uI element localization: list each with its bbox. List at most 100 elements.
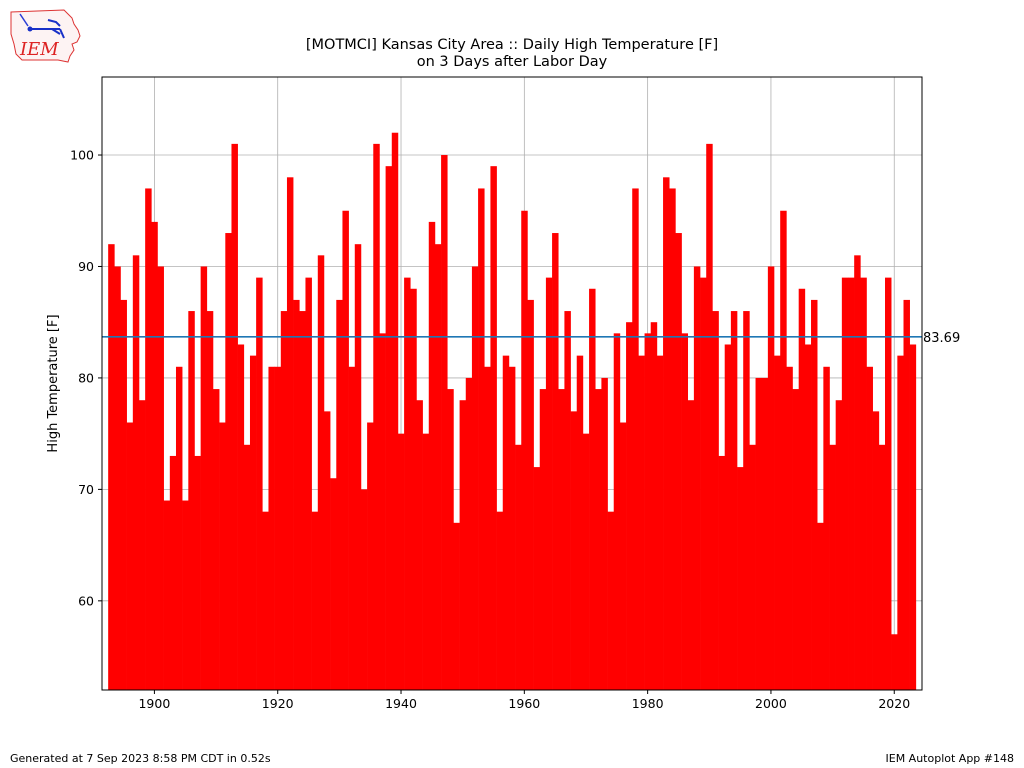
bar: [478, 188, 485, 691]
bar: [286, 177, 294, 691]
bar: [157, 266, 164, 690]
bar: [404, 277, 411, 690]
bar: [508, 366, 516, 690]
bar: [576, 355, 584, 690]
chart-title-line2: on 3 Days after Labor Day: [416, 54, 608, 70]
bar: [280, 311, 288, 690]
bar: [342, 210, 349, 690]
bar: [262, 511, 269, 690]
bar: [786, 366, 793, 690]
bar: [903, 299, 910, 690]
bar: [767, 266, 775, 690]
bar: [885, 277, 892, 690]
bar: [718, 455, 726, 690]
bar: [552, 233, 559, 690]
bar: [595, 389, 602, 690]
y-tick-label: 80: [78, 370, 94, 385]
bar: [126, 422, 134, 690]
bars: [108, 132, 917, 691]
bar: [434, 244, 442, 690]
bar: [391, 132, 399, 690]
x-tick-label: 1960: [508, 696, 540, 711]
bar: [792, 389, 799, 690]
x-tick-label: 2000: [755, 696, 787, 711]
bar: [151, 221, 158, 690]
bar: [823, 366, 830, 690]
bar: [212, 389, 220, 690]
bar: [601, 377, 608, 690]
bar: [219, 422, 226, 690]
bar: [854, 255, 861, 690]
bar: [743, 311, 750, 690]
bar: [638, 355, 645, 690]
bar: [502, 355, 510, 690]
bar: [872, 411, 880, 690]
bar: [299, 311, 306, 690]
bar: [848, 277, 855, 690]
bar: [385, 166, 393, 690]
bar: [675, 233, 682, 690]
bar: [206, 311, 214, 690]
bar: [132, 255, 140, 690]
bar: [108, 244, 115, 690]
bar: [323, 411, 331, 690]
bar: [200, 266, 208, 690]
bar: [878, 444, 886, 690]
bar: [669, 188, 676, 691]
bar: [114, 266, 121, 690]
x-tick-label: 1920: [262, 696, 294, 711]
bar: [120, 299, 127, 690]
bar: [367, 422, 374, 690]
bar: [570, 411, 578, 690]
bar: [243, 444, 251, 690]
chart-title: [MOTMCI] Kansas City Area :: Daily High …: [102, 37, 922, 71]
bar: [558, 389, 565, 690]
bar: [811, 299, 818, 690]
bar: [484, 366, 491, 690]
bar: [527, 299, 534, 690]
bar: [410, 288, 417, 690]
x-tick-label: 1980: [632, 696, 664, 711]
bar: [397, 433, 405, 690]
bar: [465, 377, 473, 690]
bar: [471, 266, 479, 690]
bar: [428, 221, 436, 690]
bar: [521, 210, 528, 690]
bar: [607, 511, 615, 690]
bar: [330, 478, 337, 690]
bar: [539, 389, 547, 690]
bar: [730, 311, 738, 690]
bar: [336, 299, 343, 690]
bar: [274, 366, 282, 690]
x-axis: 1900 1920 1940 1960 1980 2000 2020: [138, 690, 910, 711]
bar: [496, 511, 504, 690]
bar: [798, 288, 806, 690]
bar: [644, 333, 652, 690]
bar: [225, 233, 232, 690]
bar: [268, 366, 275, 690]
x-tick-label: 2020: [878, 696, 910, 711]
y-tick-label: 70: [78, 482, 94, 497]
bar: [311, 511, 319, 690]
bar: [305, 277, 312, 690]
bar: [564, 311, 571, 690]
bar: [188, 311, 195, 690]
bar: [650, 322, 658, 690]
bar: [613, 333, 621, 690]
bar: [663, 177, 670, 691]
bar: [145, 188, 152, 691]
bar: [379, 333, 386, 690]
bar: [829, 444, 836, 690]
bar: [293, 299, 300, 690]
bar: [780, 210, 787, 690]
bar: [169, 455, 177, 690]
bar: [761, 377, 769, 690]
bar: [249, 355, 257, 690]
bar: [860, 277, 867, 690]
y-tick-label: 90: [78, 259, 94, 274]
bar: [626, 322, 633, 690]
bar: [182, 500, 189, 690]
bar: [194, 455, 201, 690]
bar: [681, 333, 689, 690]
